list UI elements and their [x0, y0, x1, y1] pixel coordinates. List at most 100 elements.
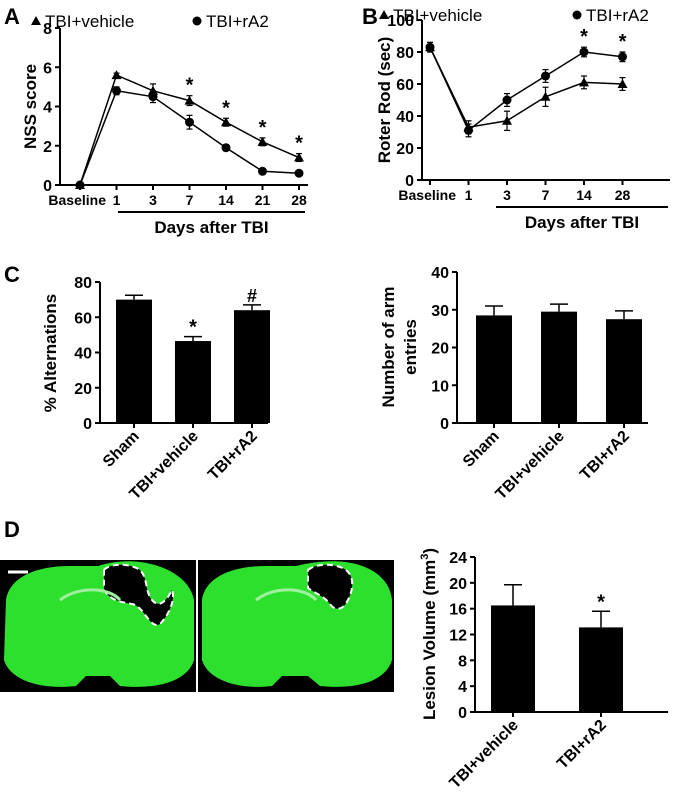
y-tick-label: 20: [431, 341, 449, 358]
data-point: [185, 117, 194, 127]
y-tick-label: 12: [449, 628, 467, 645]
x-tick-label: 28: [291, 192, 307, 208]
x-tick-label: TBI+rA2: [577, 428, 633, 484]
brain-section-ra2: [198, 560, 394, 692]
y-tick-label: 60: [396, 77, 414, 94]
x-tick-label: 3: [149, 192, 157, 208]
data-point: [540, 91, 551, 101]
bar: [491, 605, 535, 712]
x-tick-label: 21: [255, 192, 271, 208]
bar: [541, 311, 577, 423]
x-tick-label: 14: [576, 187, 592, 203]
legend-marker: [192, 16, 202, 26]
y-tick-label: 0: [83, 416, 92, 433]
x-tick-label: TBI+vehicle: [447, 717, 522, 792]
legend-label: TBI+vehicle: [393, 6, 482, 25]
panel-label-b: B: [362, 4, 378, 29]
significance-marker: *: [295, 133, 303, 155]
x-tick-label: 3: [503, 187, 511, 203]
y-tick-label: 8: [43, 21, 52, 38]
x-axis-label: Days after TBI: [154, 218, 268, 237]
significance-marker: *: [580, 26, 588, 48]
x-axis-label: Days after TBI: [525, 213, 639, 232]
data-point: [541, 71, 550, 81]
series-line-TBI+rA2: [429, 46, 623, 132]
data-point: [184, 95, 195, 105]
y-tick-label: 16: [449, 602, 467, 619]
significance-marker: *: [619, 31, 627, 53]
x-tick-label: 14: [218, 192, 234, 208]
significance-marker: *: [597, 591, 605, 613]
data-point: [257, 136, 268, 146]
y-tick-label: 8: [458, 653, 467, 670]
y-tick-label: 0: [458, 705, 467, 722]
y-tick-label: 30: [431, 303, 449, 320]
lesion-outline-ra2: [307, 563, 354, 610]
x-tick-label: Sham: [100, 428, 143, 471]
panel-label-d: D: [4, 517, 20, 542]
x-tick-label: 28: [615, 187, 631, 203]
data-point: [258, 166, 267, 176]
x-tick-label: Sham: [460, 428, 503, 471]
x-tick-label: 7: [186, 192, 194, 208]
data-point: [112, 86, 121, 96]
data-point: [617, 79, 628, 88]
chart-b-roter-rod: 0 20 40 60 80 100 Baseline 1 3 7 14 28 Days after TB…: [375, 6, 670, 232]
y-tick-label: 20: [74, 381, 92, 398]
y-tick-label: 40: [396, 109, 414, 126]
y-tick-label: 10: [431, 378, 449, 395]
panel-label-c: C: [4, 262, 20, 287]
y-tick-label: 0: [440, 416, 449, 433]
data-point: [579, 77, 589, 87]
y-tick-label: 0: [405, 173, 414, 190]
legend-label: TBI+vehicle: [45, 12, 134, 31]
y-axis-label: Number of arm entries: [379, 287, 420, 408]
y-tick-label: 80: [74, 275, 92, 292]
legend-marker: [31, 16, 41, 25]
chart-a-nss: 0 2 4 6 8 Baseline 1 3 7 14 21 28 Days after TBI NSS …: [21, 12, 308, 237]
data-point: [618, 52, 627, 62]
bar: [606, 319, 642, 423]
lesion-outline-vehicle: [103, 563, 174, 626]
data-point: [579, 47, 589, 57]
y-tick-label: 4: [458, 679, 467, 696]
y-tick-label: 24: [449, 550, 467, 567]
y-tick-label: 100: [387, 13, 414, 30]
data-point: [464, 125, 473, 135]
bar: [175, 341, 211, 423]
legend-marker: [572, 10, 582, 20]
data-point: [75, 180, 85, 190]
x-tick-label: 7: [542, 187, 550, 203]
significance-marker: #: [247, 286, 257, 306]
y-axis-label: % Alternations: [41, 294, 60, 412]
y-tick-label: 20: [396, 141, 414, 158]
x-tick-label: TBI+rA2: [205, 428, 261, 484]
data-point: [148, 92, 158, 102]
y-tick-label: 60: [74, 310, 92, 327]
x-tick-label: TBI+rA2: [554, 717, 610, 773]
chart-d-lesion-volume: 0 4 8 12 16 20 24 TBI+vehicle * TBI+rA2 Lesion Vol…: [419, 548, 668, 792]
data-point: [502, 95, 512, 105]
x-tick-label: 1: [465, 187, 473, 203]
y-tick-label: 6: [43, 60, 52, 77]
data-point: [221, 117, 231, 127]
significance-marker: *: [189, 317, 197, 339]
y-axis-label: NSS score: [21, 64, 40, 149]
x-tick-label: Baseline: [48, 192, 106, 208]
x-tick-label: TBI+vehicle: [493, 428, 568, 503]
y-tick-label: 40: [431, 265, 449, 282]
significance-marker: *: [259, 117, 267, 139]
significance-marker: *: [222, 97, 230, 119]
series-line-TBI+vehicle: [429, 46, 623, 129]
y-axis-label: Roter Rod (sec): [375, 37, 394, 164]
brain-section-vehicle: [0, 560, 196, 692]
bar: [116, 299, 152, 423]
bar: [234, 310, 270, 423]
y-axis-label: Lesion Volume (mm3): [419, 548, 439, 720]
data-point: [425, 42, 435, 52]
legend-marker: [379, 10, 389, 19]
data-point: [502, 115, 512, 125]
y-tick-label: 40: [74, 346, 92, 363]
